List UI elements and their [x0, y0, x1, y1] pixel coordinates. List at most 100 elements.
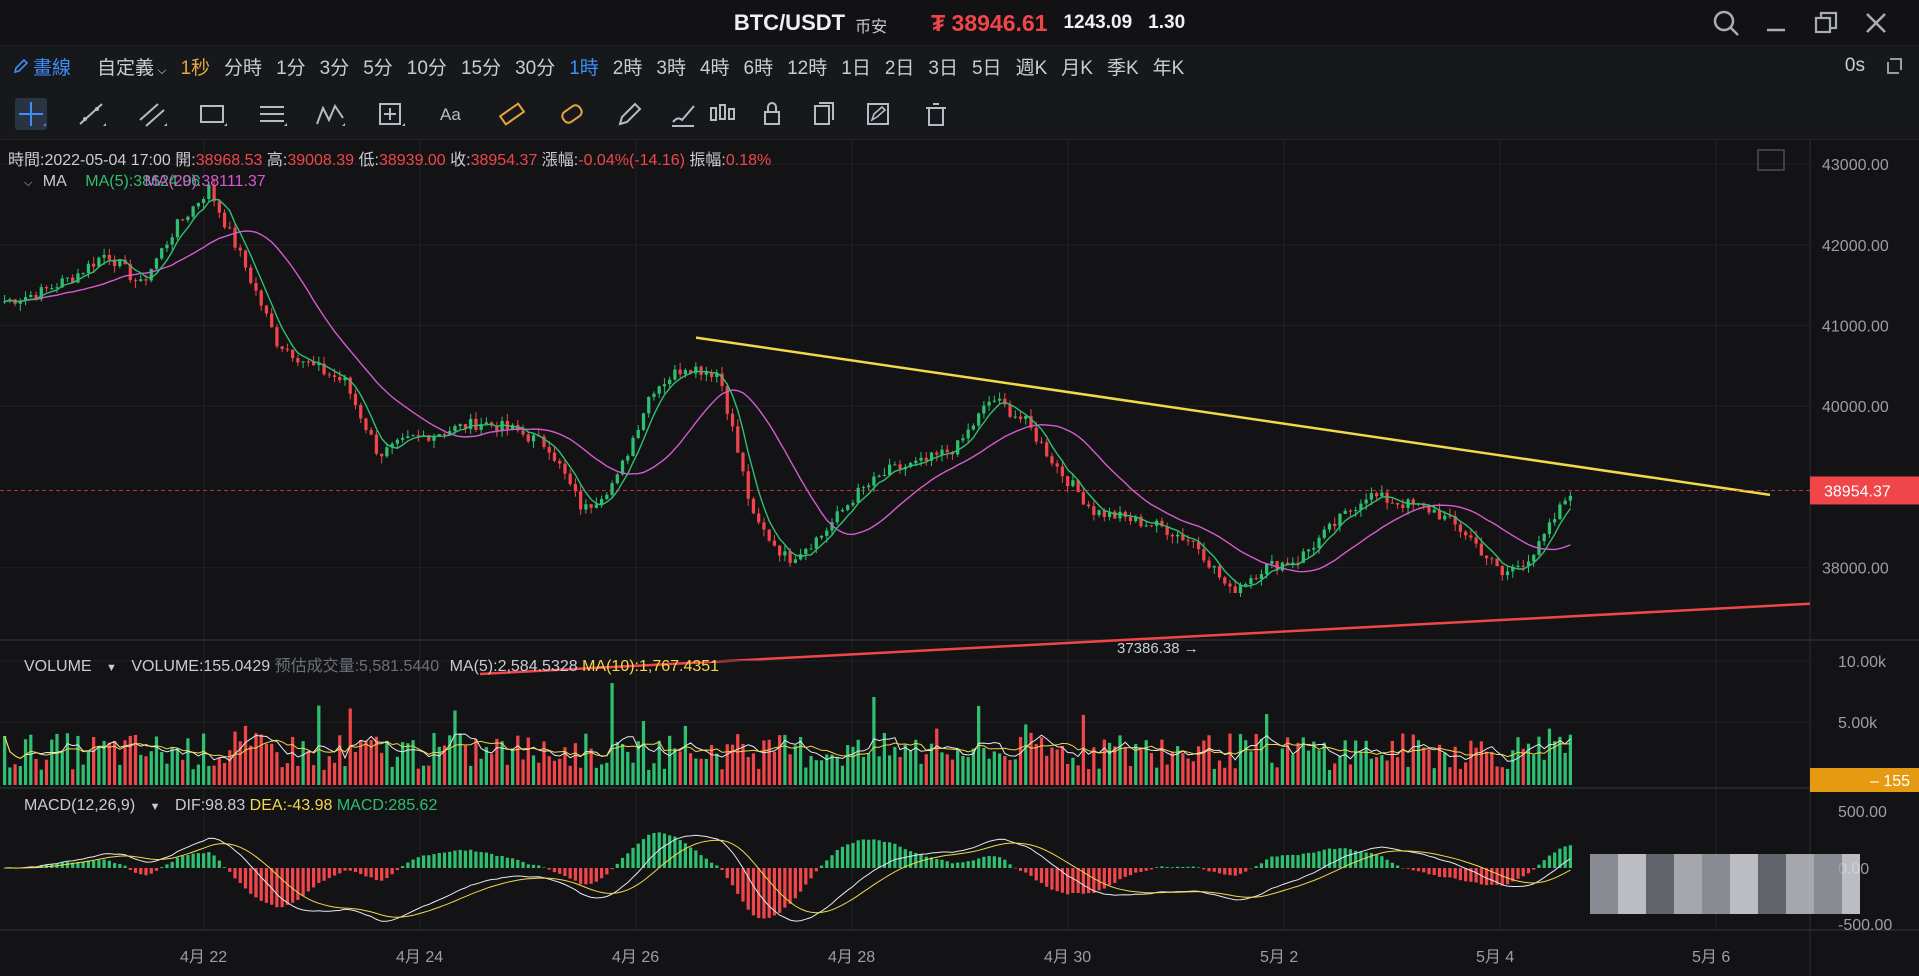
text-icon[interactable]: Aa	[436, 98, 468, 130]
tab-timeframe-4[interactable]: 5分	[363, 57, 393, 79]
volume-chevron-icon[interactable]: ▼	[106, 662, 117, 674]
macd-bar	[573, 868, 578, 881]
volume-bar	[1039, 737, 1044, 785]
lock-icon[interactable]	[756, 98, 788, 130]
candle-body	[720, 373, 724, 387]
tab-timeframe-7[interactable]: 30分	[515, 57, 556, 79]
ma-collapse-icon[interactable]: ⌵	[24, 177, 33, 189]
volume-bar	[380, 752, 384, 785]
candle-body	[961, 438, 965, 441]
macd-bar	[971, 860, 976, 868]
draw-lines-button[interactable]: 畫線	[33, 57, 72, 79]
search-icon[interactable]	[1711, 8, 1741, 38]
volume-bar	[1364, 740, 1368, 785]
macd-legend[interactable]: MACD(12,26,9) ▼ DIF:98.83 DEA:-43.98 MAC…	[24, 797, 437, 815]
minimize-icon[interactable]	[1761, 8, 1791, 38]
chart-area[interactable]: 43000.00 42000.00 41000.00 40000.00 38000.00…	[0, 140, 1919, 976]
tab-timeframe-10[interactable]: 3時	[656, 57, 686, 79]
eraser-icon[interactable]	[556, 98, 588, 130]
candles-icon[interactable]	[706, 98, 738, 130]
restore-icon[interactable]	[1811, 8, 1841, 38]
volume-bar	[725, 744, 729, 785]
tab-timeframe-3[interactable]: 3分	[319, 57, 350, 79]
volume-bar	[1244, 740, 1248, 785]
custom-timeframe-dropdown[interactable]: 自定義 ⌵	[90, 53, 173, 80]
macd-bar	[1547, 855, 1552, 868]
tab-timeframe-20[interactable]: 季K	[1106, 57, 1139, 79]
volume-bar	[1516, 737, 1520, 785]
candle-body	[945, 449, 949, 453]
candle-body	[1380, 492, 1384, 497]
candle-body	[264, 305, 269, 314]
measure-icon[interactable]	[374, 98, 406, 130]
brush-icon[interactable]	[668, 98, 700, 130]
tab-timeframe-15[interactable]: 2日	[884, 57, 915, 79]
close-icon[interactable]	[1861, 8, 1891, 38]
tab-timeframe-12[interactable]: 6時	[743, 57, 774, 79]
tab-timeframe-9[interactable]: 2時	[612, 57, 643, 79]
resistance-trendline[interactable]	[695, 336, 1771, 497]
macd-bar	[924, 856, 928, 868]
volume-bar	[992, 751, 996, 785]
volume-bar	[908, 750, 913, 785]
macd-bar	[458, 849, 462, 868]
candle-body	[1055, 463, 1059, 467]
delete-icon[interactable]	[920, 98, 952, 130]
volume-bar	[804, 767, 808, 785]
volume-bar	[65, 733, 70, 785]
tab-timeframe-14[interactable]: 1日	[841, 57, 871, 79]
tab-timeframe-17[interactable]: 5日	[971, 57, 1002, 79]
parallel-channel-icon[interactable]	[136, 98, 168, 130]
ma-legend[interactable]: ⌵ MA MA(5):38624.96 MA(20):38111.37	[24, 173, 266, 191]
macd-chevron-icon[interactable]: ▼	[149, 801, 161, 813]
macd-bar	[1416, 868, 1421, 872]
candle-body	[301, 361, 305, 363]
tab-timeframe-18[interactable]: 週K	[1015, 57, 1048, 79]
support-trendline[interactable]	[479, 602, 1811, 676]
tab-timeframe-6[interactable]: 15分	[460, 57, 502, 79]
ruler-icon[interactable]	[496, 98, 528, 130]
volume-bar	[762, 740, 766, 785]
change-value: -0.04%(-14.16)	[578, 152, 685, 169]
symbol-name[interactable]: BTC/USDT	[733, 10, 846, 35]
edit-icon[interactable]	[862, 98, 894, 130]
copy-icon[interactable]	[808, 98, 840, 130]
tab-timeframe-2[interactable]: 1分	[276, 57, 306, 79]
volume-legend[interactable]: VOLUME ▼ VOLUME:155.0429 预估成交量:5,581.544…	[24, 652, 719, 676]
crosshair-icon[interactable]	[15, 98, 47, 130]
volume-bar	[636, 741, 640, 785]
macd-bar	[893, 843, 897, 868]
volume-bar	[1505, 768, 1510, 785]
candle-body	[1359, 503, 1363, 511]
macd-bar	[589, 868, 593, 884]
macd-bar	[961, 862, 965, 868]
candle-body	[1547, 522, 1552, 534]
tab-timeframe-19[interactable]: 月K	[1061, 57, 1093, 79]
candle-body	[940, 449, 944, 455]
volume-bar	[856, 739, 860, 785]
rectangle-icon[interactable]	[196, 98, 228, 130]
tab-timeframe-5[interactable]: 10分	[406, 57, 447, 79]
tab-timeframe-13[interactable]: 12時	[787, 57, 828, 79]
wave-pattern-icon[interactable]	[314, 98, 346, 130]
tab-timeframe-0[interactable]: 1秒	[180, 57, 211, 79]
volume-bar	[1322, 742, 1326, 785]
pencil-icon[interactable]	[614, 98, 646, 130]
candle-body	[1411, 499, 1415, 505]
chart-canvas[interactable]: 43000.00 42000.00 41000.00 40000.00 38000.00…	[0, 140, 1919, 976]
volume-bar	[1348, 764, 1353, 785]
fullscreen-icon[interactable]	[1757, 149, 1785, 171]
horizontal-lines-icon[interactable]	[256, 98, 288, 130]
macd-bar	[1045, 868, 1049, 887]
volume-bar	[887, 755, 892, 785]
tab-timeframe-8[interactable]: 1時	[569, 57, 599, 79]
trend-line-icon[interactable]	[75, 98, 107, 130]
tab-timeframe-1[interactable]: 分時	[224, 57, 263, 79]
candle-body	[1553, 519, 1557, 523]
tab-timeframe-16[interactable]: 3日	[928, 57, 958, 79]
volume-bar	[1285, 737, 1290, 785]
tab-timeframe-21[interactable]: 年K	[1152, 57, 1185, 79]
popout-icon[interactable]	[1885, 56, 1905, 76]
tab-timeframe-11[interactable]: 4時	[699, 57, 730, 79]
macd-bar	[1081, 868, 1085, 894]
